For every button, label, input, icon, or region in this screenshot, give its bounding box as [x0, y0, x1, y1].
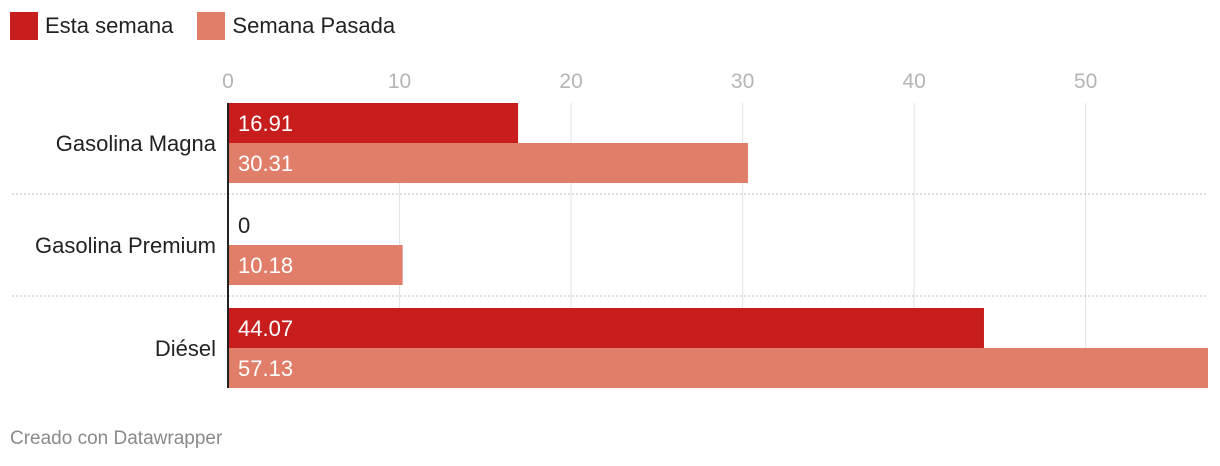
value-label-gasolina-premium-esta-semana: 0 — [238, 213, 250, 238]
x-tick-label-20: 20 — [559, 70, 582, 93]
legend-label-esta-semana: Esta semana — [45, 13, 174, 38]
value-label-gasolina-premium-semana-pasada: 10.18 — [238, 253, 293, 278]
x-tick-label-30: 30 — [731, 70, 754, 93]
category-label-gasolina-premium: Gasolina Premium — [35, 233, 216, 258]
value-label-gasolina-magna-esta-semana: 16.91 — [238, 111, 293, 136]
bar-gasolina-premium-semana-pasada — [228, 245, 403, 285]
legend-swatch-esta-semana — [10, 12, 38, 40]
value-label-gasolina-magna-semana-pasada: 30.31 — [238, 151, 293, 176]
footer-credit[interactable]: Creado con Datawrapper — [10, 428, 223, 449]
x-tick-label-0: 0 — [222, 70, 234, 93]
legend-item-semana-pasada: Semana Pasada — [197, 12, 395, 40]
value-label-diesel-semana-pasada: 57.13 — [238, 356, 293, 381]
bar-diesel-esta-semana — [228, 308, 984, 348]
x-tick-label-50: 50 — [1074, 70, 1097, 93]
x-tick-label-40: 40 — [902, 70, 925, 93]
legend-swatch-semana-pasada — [197, 12, 226, 40]
legend-item-esta-semana: Esta semana — [10, 12, 173, 40]
category-label-gasolina-magna: Gasolina Magna — [56, 131, 217, 156]
bar-gasolina-magna-semana-pasada — [228, 143, 748, 183]
x-tick-label-10: 10 — [388, 70, 411, 93]
legend-label-semana-pasada: Semana Pasada — [232, 13, 396, 38]
bar-diesel-semana-pasada — [228, 348, 1208, 388]
bar-gasolina-magna-esta-semana — [228, 103, 519, 143]
value-label-diesel-esta-semana: 44.07 — [238, 316, 293, 341]
category-label-diesel: Diésel — [155, 336, 216, 361]
legend: Esta semana Semana Pasada — [10, 12, 419, 40]
